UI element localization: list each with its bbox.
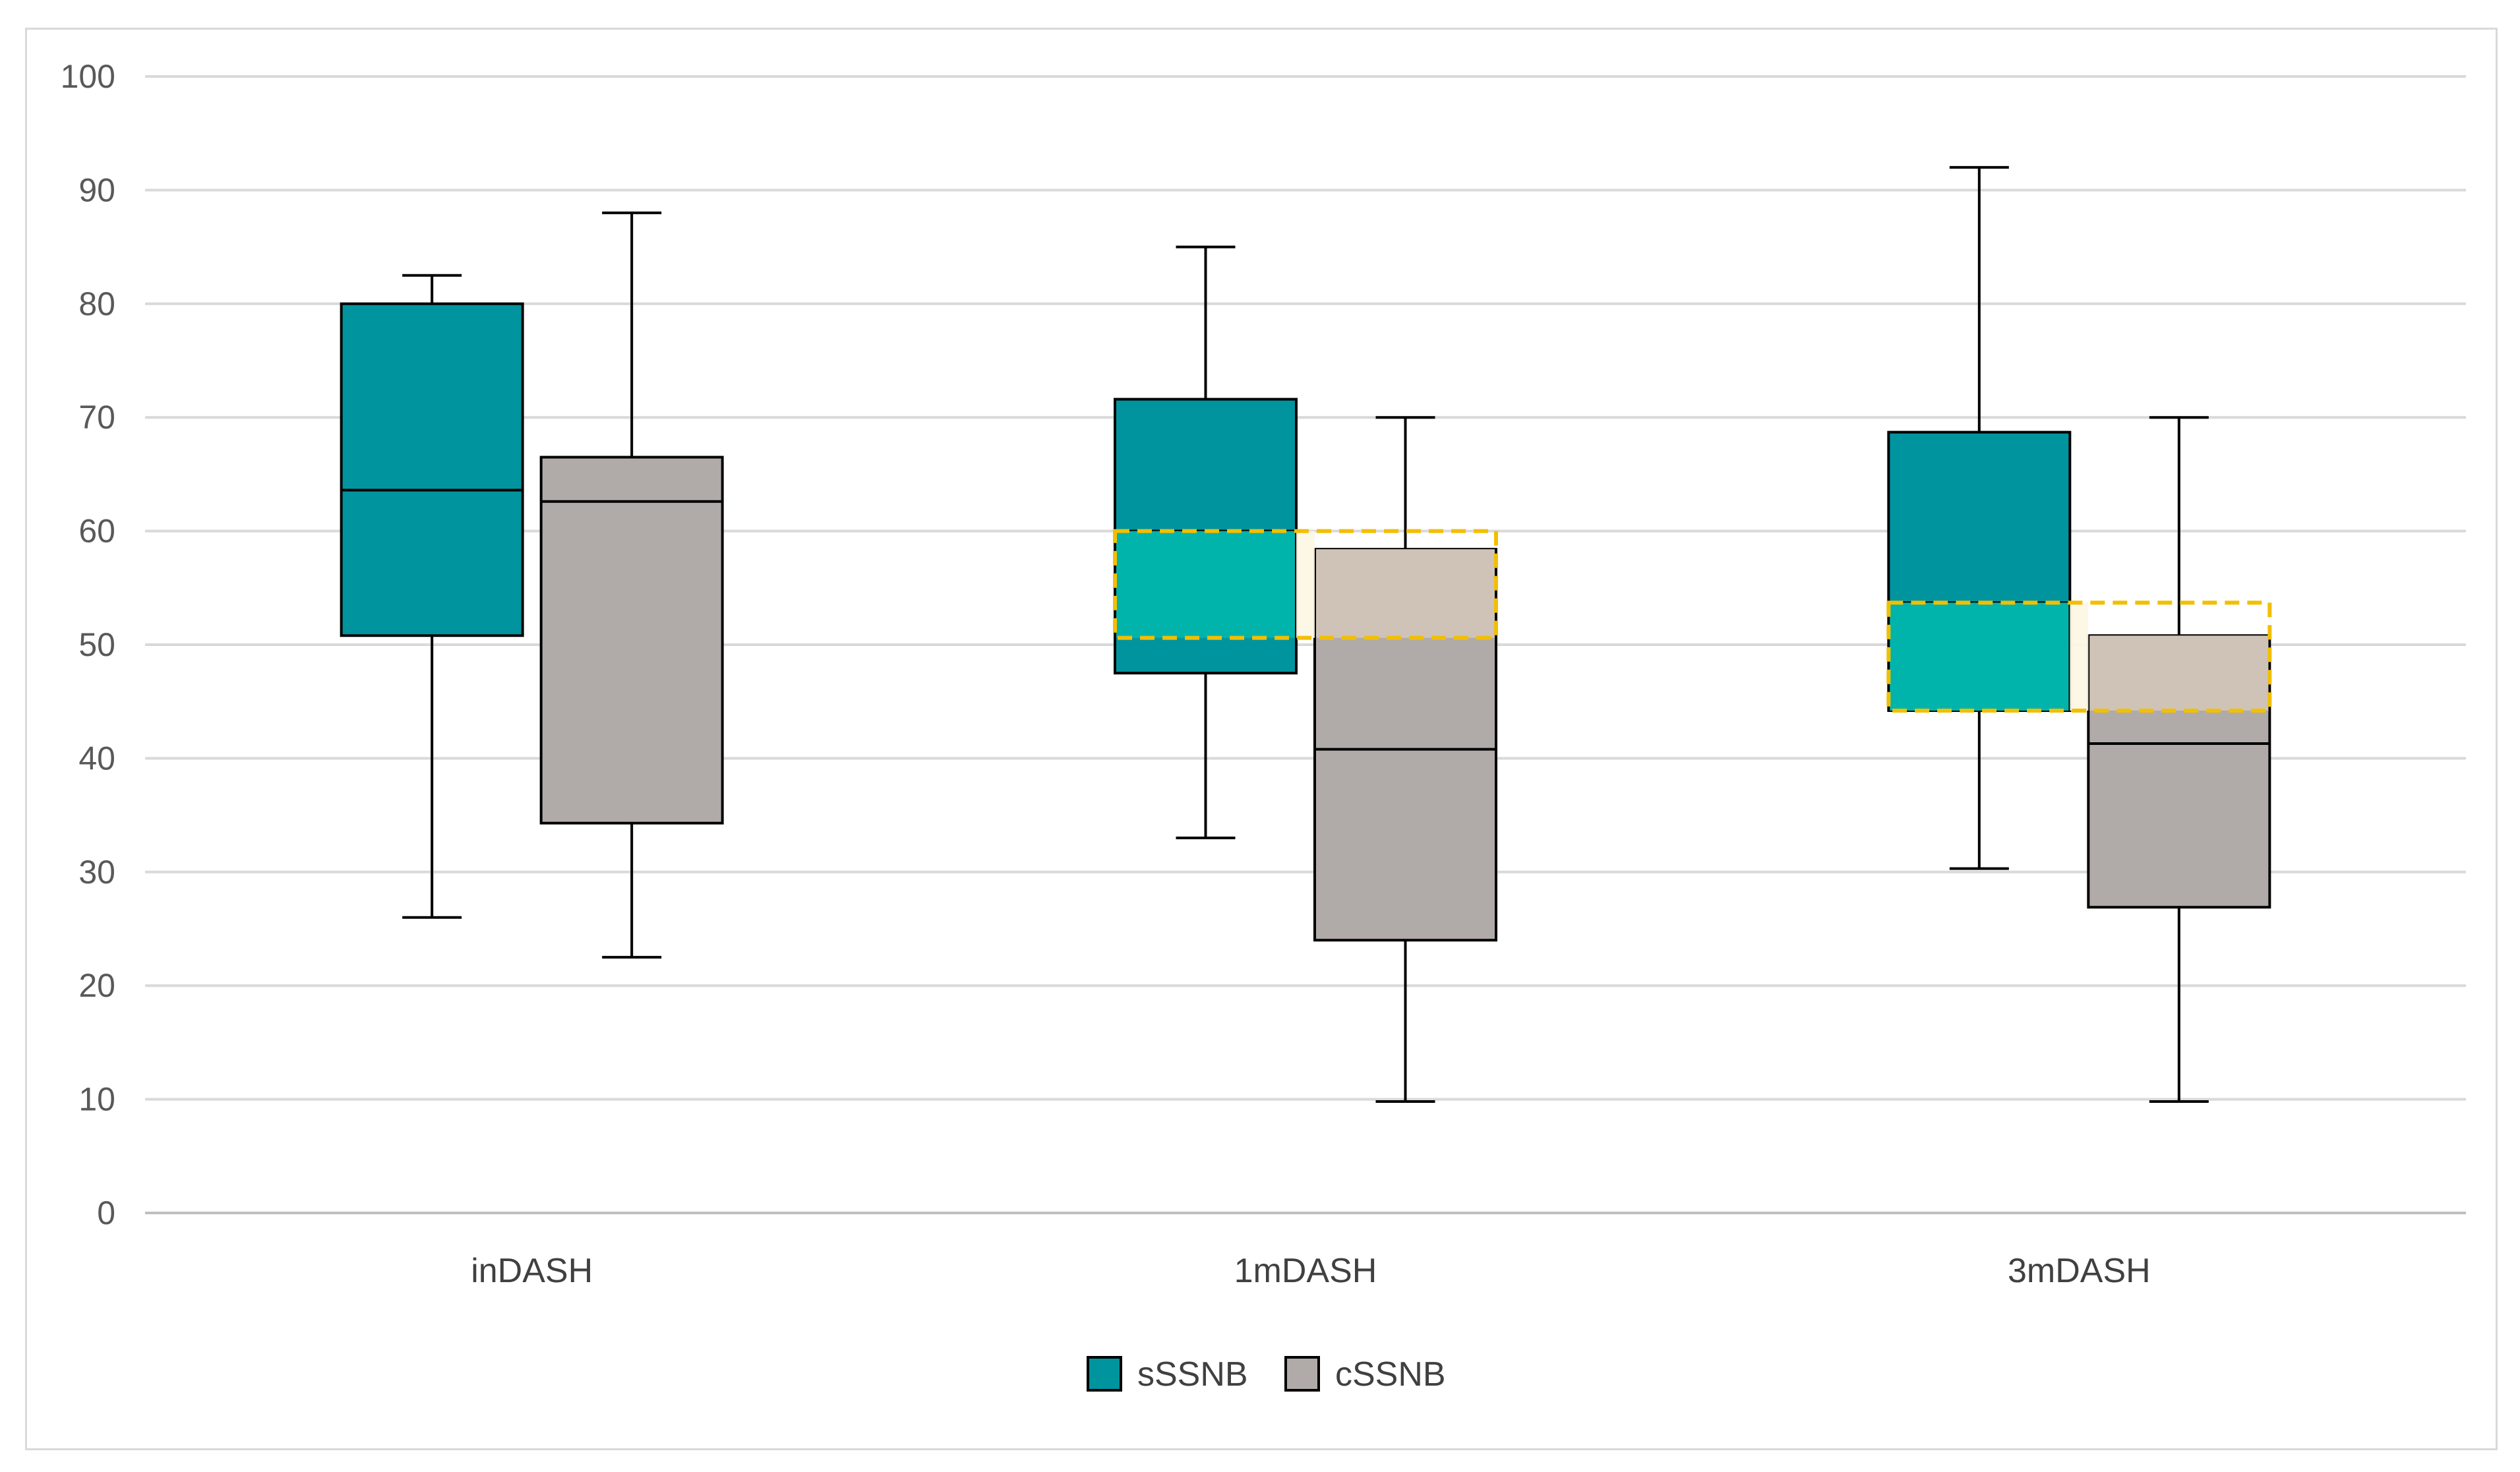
x-tick-label-3mDASH: 3mDASH xyxy=(2008,1252,2151,1290)
box-cSSNB-inDASH xyxy=(539,211,724,959)
highlight-fill-cSSNB xyxy=(2089,635,2269,711)
legend-swatch-cSSNB xyxy=(1284,1356,1320,1392)
box-sSSNB-3mDASH xyxy=(1887,165,2072,870)
highlight-1mDASH xyxy=(1113,529,1498,640)
highlight-annotations xyxy=(1113,529,2272,713)
x-axis-labels: inDASH 1mDASH 3mDASH xyxy=(471,1252,2151,1290)
box-sSSNB-inDASH xyxy=(340,274,524,919)
y-tick-label-70: 70 xyxy=(78,399,115,436)
highlight-gap-fill xyxy=(2070,603,2089,711)
x-tick-label-inDASH: inDASH xyxy=(471,1252,593,1290)
legend-item-cSSNB: cSSNB xyxy=(1284,1355,1446,1394)
highlight-fill-sSSNB xyxy=(1116,531,1295,638)
y-axis-ticks: 0 10 20 30 40 50 60 70 80 90 100 xyxy=(61,58,115,1231)
highlight-fill-cSSNB xyxy=(1316,549,1495,638)
legend-item-sSSNB: sSSNB xyxy=(1087,1355,1248,1394)
y-tick-label-80: 80 xyxy=(78,285,115,322)
y-tick-label-40: 40 xyxy=(78,740,115,777)
legend-label-cSSNB: cSSNB xyxy=(1335,1355,1446,1394)
highlight-dashed-border xyxy=(1113,529,1498,640)
box-cSSNB-3mDASH xyxy=(2087,416,2271,1104)
x-tick-label-1mDASH: 1mDASH xyxy=(1234,1252,1377,1290)
y-tick-label-30: 30 xyxy=(78,854,115,891)
highlight-fill-sSSNB xyxy=(1890,603,2069,711)
y-tick-label-90: 90 xyxy=(78,171,115,208)
legend-label-sSSNB: sSSNB xyxy=(1137,1355,1248,1394)
y-tick-label-0: 0 xyxy=(97,1194,115,1231)
highlight-3mDASH xyxy=(1886,601,2272,713)
highlight-dashed-border xyxy=(1886,601,2272,713)
box-iqr xyxy=(539,456,724,825)
box-iqr xyxy=(340,302,524,637)
y-tick-label-20: 20 xyxy=(78,967,115,1004)
legend-swatch-sSSNB xyxy=(1087,1356,1122,1392)
y-tick-label-100: 100 xyxy=(61,58,115,95)
y-tick-label-10: 10 xyxy=(78,1081,115,1118)
highlight-gap-fill xyxy=(1296,531,1315,638)
y-tick-label-50: 50 xyxy=(78,626,115,663)
y-tick-label-60: 60 xyxy=(78,513,115,550)
box-cSSNB-1mDASH xyxy=(1313,416,1497,1104)
legend: sSSNB cSSNB xyxy=(1087,1355,1446,1394)
